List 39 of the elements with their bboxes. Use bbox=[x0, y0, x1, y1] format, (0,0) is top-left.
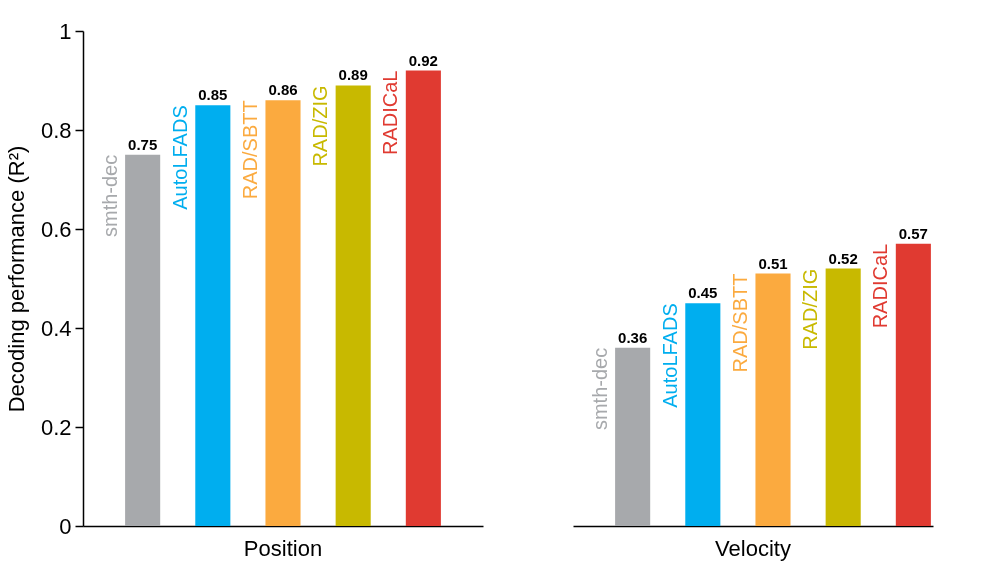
data-label: 0.57 bbox=[898, 224, 928, 242]
data-label: 0.52 bbox=[828, 249, 858, 267]
bar bbox=[265, 100, 301, 526]
bar bbox=[615, 347, 651, 526]
data-label: 0.85 bbox=[198, 86, 228, 104]
text: RAD/SBTT bbox=[729, 273, 751, 373]
text: RADICaL bbox=[869, 243, 892, 329]
bar bbox=[685, 303, 721, 526]
bar bbox=[195, 105, 231, 526]
text: AutoLFADS bbox=[658, 303, 681, 408]
text: smth-dec bbox=[98, 154, 121, 237]
text: RADICaL bbox=[379, 70, 402, 156]
text: RAD/SBTT bbox=[239, 100, 261, 200]
x-tick-label: Velocity bbox=[715, 535, 791, 561]
bar bbox=[335, 85, 371, 526]
y-axis-title: Decoding performance (R²) bbox=[3, 145, 29, 413]
text: RAD/ZIG bbox=[309, 85, 332, 167]
bar bbox=[405, 70, 441, 526]
x-tick-label: Position bbox=[243, 535, 323, 561]
bar bbox=[825, 268, 861, 526]
text: RAD/ZIG bbox=[799, 268, 822, 350]
data-label: 0.45 bbox=[688, 284, 718, 302]
y-tick-label: 0 bbox=[59, 513, 72, 539]
data-label: 0.92 bbox=[408, 51, 438, 69]
y-tick-label: 1 bbox=[59, 18, 72, 44]
y-tick-label: 0.6 bbox=[40, 216, 72, 242]
bar bbox=[895, 243, 931, 526]
data-label: 0.86 bbox=[268, 81, 298, 99]
y-tick-label: 0.2 bbox=[40, 414, 72, 440]
bar bbox=[125, 154, 161, 526]
y-tick-label: 0.4 bbox=[40, 315, 72, 341]
y-tick-label: 0.8 bbox=[40, 117, 72, 143]
text: smth-dec bbox=[588, 347, 611, 431]
data-label: 0.89 bbox=[338, 66, 368, 84]
data-label: 0.75 bbox=[128, 135, 158, 153]
data-label: 0.51 bbox=[758, 254, 788, 272]
text: AutoLFADS bbox=[168, 105, 191, 210]
bar bbox=[755, 273, 791, 526]
data-label: 0.36 bbox=[618, 328, 648, 346]
